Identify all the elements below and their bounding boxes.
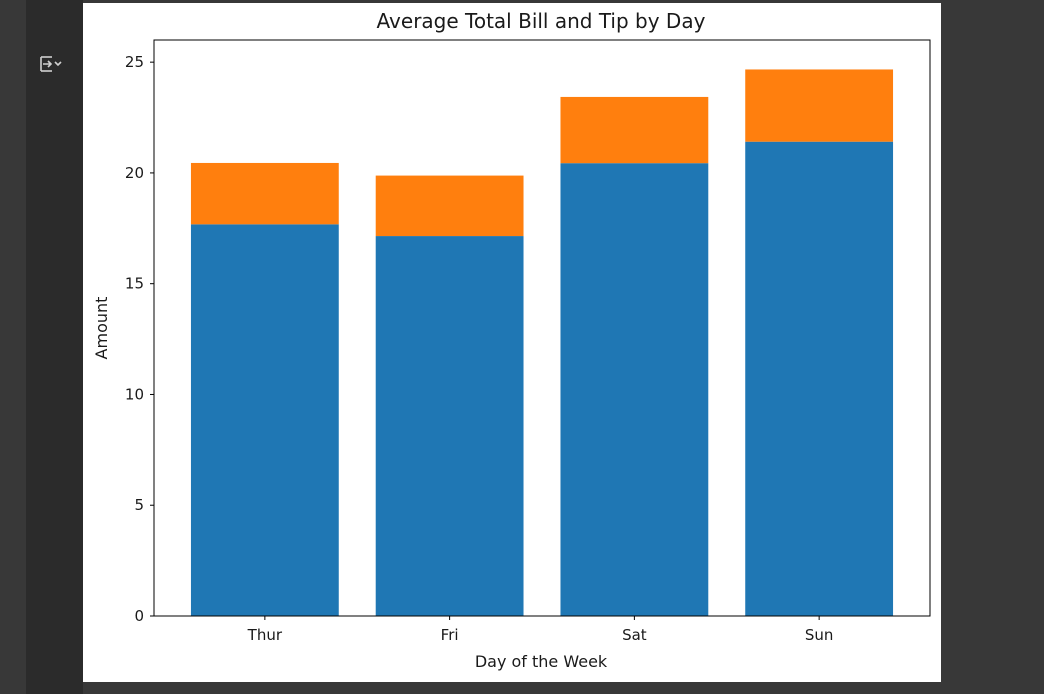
- y-tick-label: 25: [125, 53, 144, 71]
- x-tick-label: Fri: [441, 626, 459, 644]
- y-tick-label: 5: [134, 496, 144, 514]
- bar-sat-series-2: [560, 96, 709, 164]
- chart-figure: Average Total Bill and Tip by Day 0 5 10 15…: [83, 3, 941, 682]
- x-axis-label: Day of the Week: [475, 652, 608, 671]
- y-axis-label: Amount: [92, 297, 111, 360]
- x-tick-label: Sat: [622, 626, 647, 644]
- x-tick-label: Thur: [247, 626, 283, 644]
- bar-sun-series-2: [745, 69, 894, 142]
- bar-sat-series-1: [560, 163, 709, 616]
- bar-thur-series-2: [190, 162, 339, 225]
- output-toggle-icon[interactable]: [37, 52, 65, 76]
- bar-fri-series-2: [375, 175, 524, 237]
- x-tick-label: Sun: [805, 626, 834, 644]
- y-tick-label: 20: [125, 164, 144, 182]
- x-axis-ticks: Thur Fri Sat Sun: [247, 616, 834, 644]
- left-gutter: [0, 0, 26, 694]
- axes-frame: [153, 39, 931, 617]
- bottom-strip: [83, 682, 941, 694]
- output-cell-strip: [26, 0, 83, 694]
- bar-sun-series-1: [745, 141, 894, 616]
- y-tick-label: 15: [125, 275, 144, 293]
- y-tick-label: 10: [125, 385, 144, 403]
- bars-layer: [190, 69, 894, 617]
- chart-title: Average Total Bill and Tip by Day: [377, 9, 706, 33]
- bar-fri-series-1: [375, 236, 524, 617]
- y-axis-ticks: 0 5 10 15 20 25: [125, 53, 154, 625]
- bar-thur-series-1: [190, 224, 339, 616]
- bar-chart: Average Total Bill and Tip by Day 0 5 10 15…: [92, 9, 931, 671]
- y-tick-label: 0: [134, 607, 144, 625]
